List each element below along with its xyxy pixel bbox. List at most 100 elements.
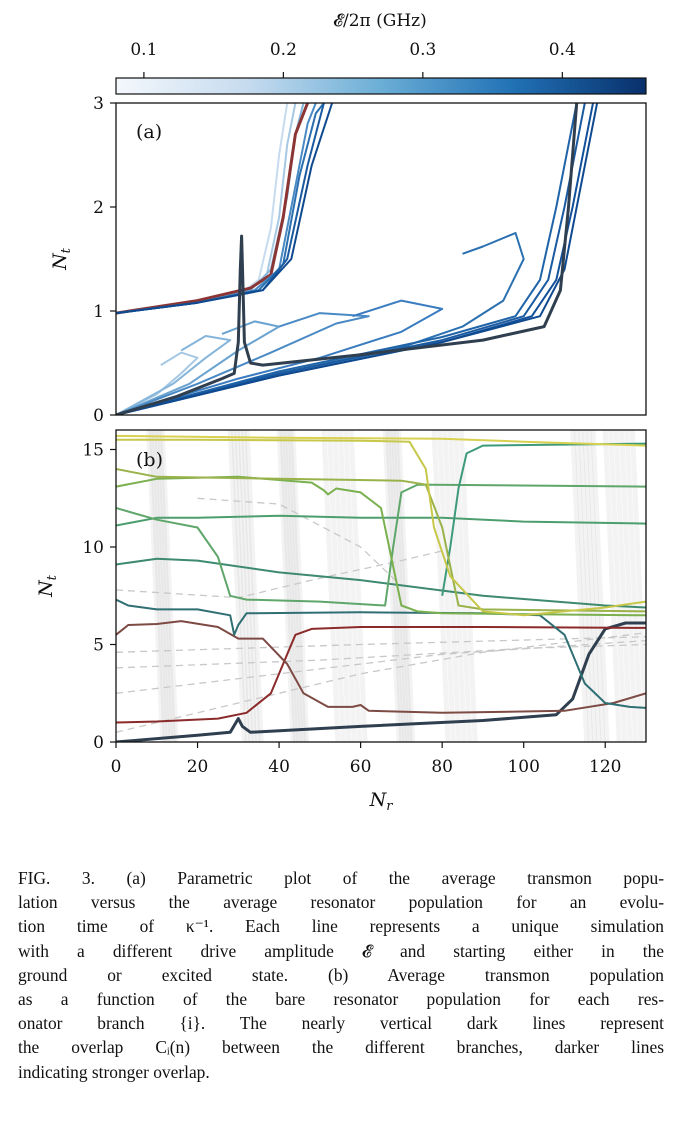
guide-line [116,632,646,733]
overlap-band [231,430,251,742]
caption-line: as a function of the bare resonator popu… [18,989,664,1010]
caption-line: indicating stronger overlap. [18,1061,210,1082]
b-xtick-label: 20 [187,757,209,777]
overlap-band [613,430,633,742]
overlap-band [447,430,467,742]
b-series-line [116,598,646,709]
overlap-band [156,430,176,742]
b-xtick-label: 0 [111,757,122,777]
figure-caption: FIG. 3. (a) Parametric plot of the avera… [18,866,664,1084]
b-ytick-label: 10 [82,538,104,558]
caption-line: tion time of κ⁻¹. Each line represents a… [18,916,664,937]
a-series-line [116,232,525,415]
b-series-line [116,434,646,447]
colorbar-tick-label: 0.3 [409,40,436,60]
overlap-band [608,430,628,742]
caption-line: lation versus the average resonator popu… [18,892,664,913]
overlap-band [629,430,646,742]
overlap-band [436,430,456,742]
panel-a-label: (a) [136,121,162,143]
overlap-band [326,430,346,742]
b-series-line [116,620,646,714]
overlap-band [151,430,171,742]
overlap-band [570,430,590,742]
overlap-band [602,430,622,742]
overlap-band [154,430,174,742]
caption-line: the overlap Cᵢ(n) between the different … [18,1037,664,1058]
a-series-line [116,103,309,315]
a-series-line [116,335,232,415]
overlap-band [343,430,363,742]
a-series-line [116,103,599,415]
overlap-band [237,430,257,742]
overlap-band [227,430,247,742]
b-series-line [116,438,646,617]
guide-line [116,550,443,599]
colorbar [115,77,647,95]
a-series-line [116,103,579,415]
colorbar-tick-label: 0.4 [549,40,576,60]
colorbar-tick-label: 0.1 [130,40,157,60]
guide-line [116,643,646,669]
overlap-band [284,430,304,742]
b-xtick-label: 100 [507,757,539,777]
caption-line: ground or excited state. (b) Average tra… [18,964,664,985]
b-series-line [116,468,646,613]
overlap-band [382,430,402,742]
a-ytick-label: 1 [93,302,104,322]
colorbar-tick-label: 0.2 [270,40,297,60]
caption-line: with a different drive amplitude 𝓔 and s… [18,940,664,961]
overlap-band [586,430,606,742]
b-xtick-label: 80 [431,757,453,777]
b-xtick-label: 120 [589,757,621,777]
b-ytick-label: 15 [82,441,104,461]
b-series-line [116,475,646,617]
overlap-band [458,430,478,742]
overlap-band [624,430,644,742]
overlap-band [431,430,451,742]
panel-a: 0 1 2 3 (a) Nt [49,94,647,426]
a-ytick-label: 2 [93,198,104,218]
b-xtick-label: 60 [350,757,372,777]
b-series-line [116,621,646,742]
overlap-band [337,430,357,742]
b-series-line [116,626,646,724]
overlap-band [442,430,462,742]
overlap-band [332,430,352,742]
overlap-band [244,430,264,742]
guide-line [197,497,402,587]
a-ytick-label: 3 [93,94,104,114]
overlap-band [348,430,368,742]
guide-line [116,636,646,653]
b-series-line [116,514,646,527]
panel-b-xlabel: Nr [369,789,394,814]
a-series-line [116,320,281,415]
a-ytick-label: 0 [93,406,104,426]
overlap-band [590,430,610,742]
overlap-band [159,430,179,742]
panel-b-label: (b) [136,449,163,471]
a-series-line [116,103,586,415]
b-ytick-label: 5 [93,636,104,656]
colorbar-label: 𝓔/2π (GHz) [333,11,427,31]
overlap-band [453,430,473,742]
figure: 𝓔/2π (GHz) 0.1 0.2 0.3 0.4 0 1 2 3 (a) Nt 0 5 10… [35,11,647,814]
overlap-band [321,430,341,742]
a-series-line [116,312,370,415]
overlap-band [148,430,168,742]
a-series-line [116,103,334,315]
overlap-band [146,430,166,742]
panel-a-ylabel: Nt [49,247,74,271]
a-series-line [116,299,444,415]
panel-b-ylabel: Nt [35,574,60,598]
overlap-band [619,430,639,742]
colorbar-ticks: 0.1 0.2 0.3 0.4 [130,40,576,78]
overlap-band [385,430,405,742]
a-series-line [116,351,199,415]
caption-line: onator branch {i}. The nearly vertical d… [18,1013,664,1034]
b-series-line [116,557,646,609]
b-series-line [116,483,646,607]
a-series-line [116,103,578,415]
caption-line: FIG. 3. (a) Parametric plot of the avera… [18,868,664,888]
overlap-band [574,430,594,742]
